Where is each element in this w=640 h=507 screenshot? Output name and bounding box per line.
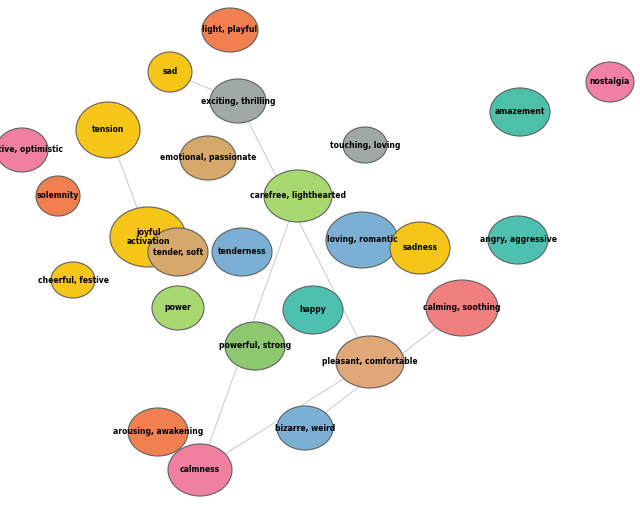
Text: sad: sad xyxy=(163,67,178,77)
Ellipse shape xyxy=(343,127,387,163)
Text: positive, optimistic: positive, optimistic xyxy=(0,146,63,155)
Ellipse shape xyxy=(212,228,272,276)
Ellipse shape xyxy=(586,62,634,102)
Ellipse shape xyxy=(336,336,404,388)
Ellipse shape xyxy=(264,170,332,222)
Text: emotional, passionate: emotional, passionate xyxy=(160,154,256,163)
Text: cheerful, festive: cheerful, festive xyxy=(38,275,109,284)
Text: nostalgia: nostalgia xyxy=(590,78,630,87)
Ellipse shape xyxy=(76,102,140,158)
Ellipse shape xyxy=(148,228,208,276)
Text: solemnity: solemnity xyxy=(37,192,79,200)
Ellipse shape xyxy=(51,262,95,298)
Ellipse shape xyxy=(225,322,285,370)
Text: exciting, thrilling: exciting, thrilling xyxy=(201,96,275,105)
Text: carefree, lighthearted: carefree, lighthearted xyxy=(250,192,346,200)
Text: amazement: amazement xyxy=(495,107,545,117)
Ellipse shape xyxy=(202,8,258,52)
Ellipse shape xyxy=(0,128,48,172)
Ellipse shape xyxy=(326,212,398,268)
Text: light, playful: light, playful xyxy=(202,25,257,34)
Text: joyful
activation: joyful activation xyxy=(126,228,170,246)
Text: tender, soft: tender, soft xyxy=(153,247,203,257)
Ellipse shape xyxy=(277,406,333,450)
Ellipse shape xyxy=(390,222,450,274)
Text: calmness: calmness xyxy=(180,465,220,475)
Ellipse shape xyxy=(488,216,548,264)
Text: tension: tension xyxy=(92,126,124,134)
Ellipse shape xyxy=(128,408,188,456)
Text: touching, loving: touching, loving xyxy=(330,140,400,150)
Text: bizarre, weird: bizarre, weird xyxy=(275,423,335,432)
Ellipse shape xyxy=(168,444,232,496)
Text: tenderness: tenderness xyxy=(218,247,266,257)
Ellipse shape xyxy=(283,286,343,334)
Ellipse shape xyxy=(152,286,204,330)
Ellipse shape xyxy=(490,88,550,136)
Text: calming, soothing: calming, soothing xyxy=(423,304,500,312)
Text: angry, aggressive: angry, aggressive xyxy=(479,235,557,244)
Text: powerful, strong: powerful, strong xyxy=(219,342,291,350)
Text: arousing, awakening: arousing, awakening xyxy=(113,427,203,437)
Ellipse shape xyxy=(36,176,80,216)
Text: pleasant, comfortable: pleasant, comfortable xyxy=(322,357,418,367)
Text: sadness: sadness xyxy=(403,243,438,252)
Ellipse shape xyxy=(426,280,498,336)
Text: happy: happy xyxy=(300,306,326,314)
Text: power: power xyxy=(164,304,191,312)
Text: loving, romantic: loving, romantic xyxy=(326,235,397,244)
Ellipse shape xyxy=(210,79,266,123)
Ellipse shape xyxy=(180,136,236,180)
Ellipse shape xyxy=(110,207,186,267)
Ellipse shape xyxy=(148,52,192,92)
